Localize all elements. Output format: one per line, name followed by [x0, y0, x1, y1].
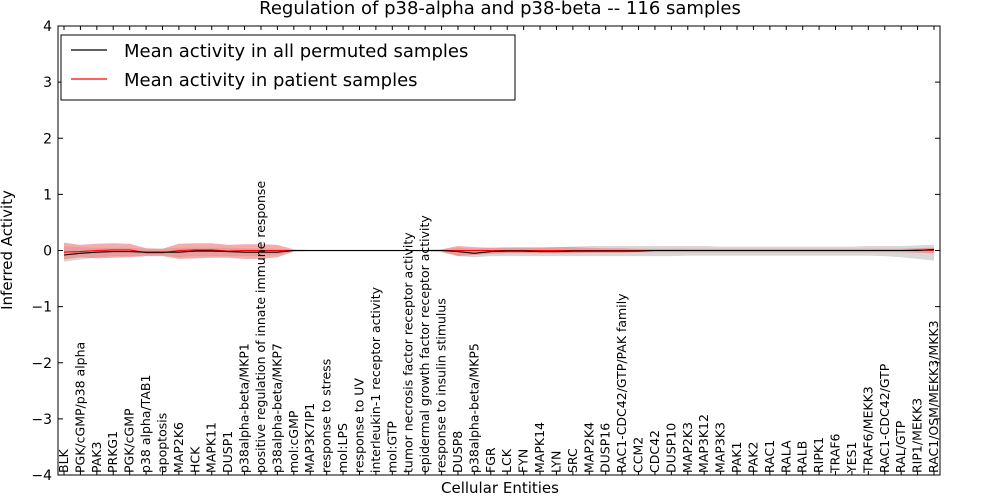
x-tick-label: CDC42 [647, 430, 662, 473]
x-tick-label: PRKG1 [105, 431, 120, 473]
y-tick-label: −2 [31, 356, 52, 372]
legend: Mean activity in all permuted samples Me… [60, 34, 516, 101]
x-tick-label: FGR [483, 447, 498, 473]
x-tick-label: PGK/cGMP/p38 alpha [72, 342, 87, 473]
x-tick-label: p38alpha-beta/MKP1 [237, 343, 252, 473]
x-tick-label: DUSP10 [663, 423, 678, 473]
y-axis-title: Inferred Activity [0, 190, 16, 310]
x-tick-label: apoptosis [155, 413, 170, 473]
x-tick-label: CCM2 [631, 437, 646, 473]
x-tick-label: response to insulin stimulus [434, 298, 449, 473]
x-tick-label: MAPK11 [204, 422, 219, 473]
x-tick-label: PAK1 [729, 442, 744, 473]
x-tick-label: mol:cGMP [286, 410, 301, 473]
x-tick-label: RIPK1 [811, 437, 826, 473]
x-tick-label: RAC1-CDC42/GTP/PAK family [614, 293, 629, 473]
x-tick-label: DUSP16 [598, 423, 613, 473]
y-tick-label: 3 [43, 75, 52, 91]
legend-box [60, 34, 516, 101]
y-tick-label: −4 [31, 468, 52, 484]
x-tick-label: MAPK14 [532, 422, 547, 473]
x-tick-label: MAP2K6 [171, 422, 186, 473]
x-tick-label: mol:LPS [335, 423, 350, 473]
x-tick-label: RAC1-CDC42/GTP [877, 363, 892, 473]
x-tick-label: epidermal growth factor receptor activit… [417, 215, 432, 473]
y-tick-label: 4 [43, 19, 52, 35]
x-tick-label: YES1 [844, 442, 859, 474]
x-tick-label: p38 alpha/TAB1 [138, 375, 153, 473]
x-tick-label: PGK/cGMP [122, 408, 137, 473]
x-tick-label: positive regulation of innate immune res… [253, 181, 268, 473]
x-tick-label: RAL/GTP [893, 420, 908, 473]
x-tick-label: tumor necrosis factor receptor activity [401, 232, 416, 473]
x-tick-label: RAC1 [762, 440, 777, 473]
line-series-0 [63, 248, 935, 256]
x-tick-label: RIP1/MEKK3 [910, 398, 925, 473]
x-tick-label: BLK [56, 448, 71, 473]
x-tick-label: LCK [499, 448, 514, 473]
y-tick-label: −1 [31, 300, 52, 316]
x-axis-ticks: BLK PGK/cGMP/p38 alpha PAK3 PRKG1 PGK/cGMP p3… [56, 26, 941, 475]
x-tick-label: RALB [795, 441, 810, 473]
x-tick-label: TRAF6 [828, 433, 843, 474]
x-tick-label: mol:GTP [384, 421, 399, 473]
x-tick-label: TRAF6/MEKK3 [860, 386, 875, 474]
y-tick-label: 0 [43, 244, 52, 260]
x-tick-label: SRC [565, 448, 580, 473]
series-lines [63, 248, 935, 256]
chart-title: Regulation of p38-alpha and p38-beta -- … [259, 0, 741, 19]
y-tick-label: 1 [43, 187, 52, 203]
x-tick-label: RAC1/OSM/MEKK3/MKK3 [926, 320, 941, 473]
x-tick-label: MAP3K3 [713, 422, 728, 473]
x-axis-title: Cellular Entities [441, 479, 559, 497]
x-tick-label: DUSP8 [450, 431, 465, 473]
x-tick-label: MAP3K12 [696, 414, 711, 473]
x-tick-label: response to UV [352, 378, 367, 473]
y-tick-label: −3 [31, 412, 52, 428]
x-tick-label: RALA [778, 440, 793, 473]
x-tick-label: response to stress [319, 359, 334, 473]
legend-label-patient: Mean activity in patient samples [124, 70, 418, 91]
x-tick-label: DUSP1 [220, 431, 235, 473]
x-tick-label: HCK [187, 446, 202, 473]
x-tick-label: interleukin-1 receptor activity [368, 286, 383, 473]
x-tick-label: PAK2 [745, 442, 760, 473]
x-tick-label: MAP2K3 [680, 422, 695, 473]
x-tick-label: LYN [549, 451, 564, 473]
x-tick-label: MAP3K7IP1 [302, 403, 317, 473]
x-tick-label: PAK3 [89, 442, 104, 473]
x-tick-label: p38alpha-beta/MKP5 [466, 343, 481, 473]
legend-label-permuted: Mean activity in all permuted samples [124, 41, 468, 62]
confidence-bands [64, 242, 934, 262]
x-tick-label: p38alpha-beta/MKP7 [269, 343, 284, 473]
x-tick-label: MAP2K4 [581, 422, 596, 473]
y-axis-ticks: −4 −3 −2 −1 0 1 2 3 4 [31, 19, 940, 484]
x-tick-label: FYN [516, 449, 531, 473]
y-tick-label: 2 [43, 131, 52, 147]
